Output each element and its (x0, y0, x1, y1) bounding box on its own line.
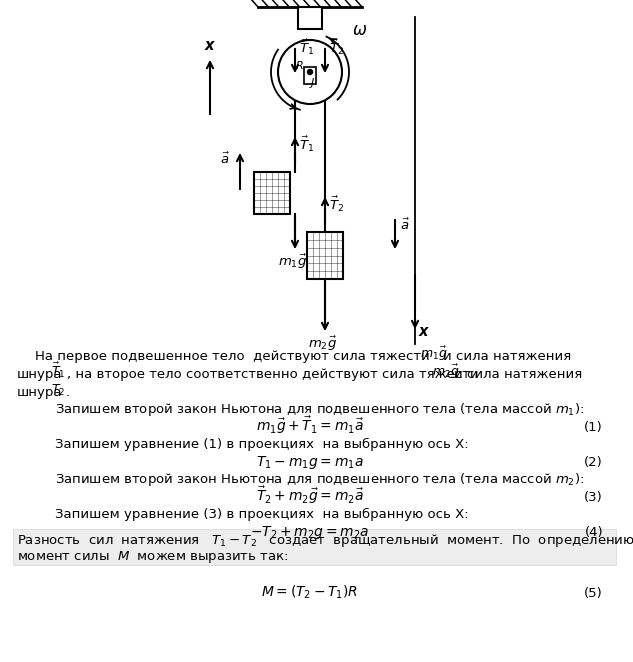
Text: (4): (4) (584, 526, 603, 539)
Text: (1): (1) (584, 421, 603, 434)
Text: .: . (66, 386, 70, 399)
Text: $m_1\vec{g}$: $m_1\vec{g}$ (279, 253, 308, 271)
Text: x: x (419, 324, 429, 339)
Text: x: x (205, 38, 215, 53)
Text: момент силы  $M$  можем выразить так:: момент силы $M$ можем выразить так: (17, 549, 288, 565)
Text: Разность  сил  натяжения   $T_1-T_2$   создает  вращательный  момент.  По  опред: Разность сил натяжения $T_1-T_2$ создает… (17, 532, 633, 549)
FancyBboxPatch shape (13, 529, 616, 565)
Text: $\vec{a}$: $\vec{a}$ (400, 218, 410, 233)
Bar (307, 232, 343, 279)
Text: $\vec{T}_1$: $\vec{T}_1$ (299, 38, 314, 57)
Bar (298, 7, 322, 29)
Text: $m_1\vec{g}$: $m_1\vec{g}$ (420, 345, 448, 363)
Text: $\vec{T}_2+m_2\vec{g}=m_2\vec{a}$: $\vec{T}_2+m_2\vec{g}=m_2\vec{a}$ (256, 485, 364, 506)
Text: Запишем уравнение (3) в проекциях  на выбранную ось X:: Запишем уравнение (3) в проекциях на выб… (55, 508, 468, 521)
Text: $\vec{a}$: $\vec{a}$ (220, 152, 230, 167)
Text: , на второе тело соответственно действуют сила тяжести: , на второе тело соответственно действую… (67, 368, 479, 381)
Text: R: R (296, 61, 304, 71)
Text: (2): (2) (584, 456, 603, 469)
Text: шнура: шнура (17, 386, 63, 399)
Text: На первое подвешенное тело  действуют сила тяжести: На первое подвешенное тело действуют сил… (35, 350, 430, 363)
Text: $T_1-m_1g=m_1a$: $T_1-m_1g=m_1a$ (256, 454, 364, 471)
Text: $\vec{T}_2$: $\vec{T}_2$ (329, 38, 344, 57)
Text: шнура: шнура (17, 368, 63, 381)
Text: $m_2\vec{g}$: $m_2\vec{g}$ (308, 335, 337, 353)
Circle shape (278, 40, 342, 104)
Bar (304, 68, 316, 84)
Text: Запишем уравнение (1) в проекциях  на выбранную ось X:: Запишем уравнение (1) в проекциях на выб… (55, 438, 468, 451)
Bar (254, 172, 290, 214)
Circle shape (308, 70, 313, 75)
Text: $\vec{T}_2$: $\vec{T}_2$ (329, 195, 344, 214)
Text: $\omega$: $\omega$ (352, 21, 367, 39)
Text: Запишем второй закон Ньютона для подвешенного тела (тела массой $m_1$):: Запишем второй закон Ньютона для подвеше… (55, 401, 584, 418)
Text: и сила натяжения: и сила натяжения (454, 368, 582, 381)
Text: и сила натяжения: и сила натяжения (443, 350, 571, 363)
Text: (3): (3) (584, 491, 603, 504)
Text: Запишем второй закон Ньютона для подвешенного тела (тела массой $m_2$):: Запишем второй закон Ньютона для подвеше… (55, 471, 584, 488)
Text: $-T_2+m_2g=m_2a$: $-T_2+m_2g=m_2a$ (250, 524, 370, 541)
Text: $m_2\vec{g}$: $m_2\vec{g}$ (432, 363, 460, 381)
Text: $\vec{T}_1$: $\vec{T}_1$ (299, 134, 314, 154)
Text: $m_1\vec{g}+\vec{T}_1=m_1\vec{a}$: $m_1\vec{g}+\vec{T}_1=m_1\vec{a}$ (256, 414, 364, 436)
Text: J: J (311, 78, 314, 88)
Text: $\vec{T}_1$: $\vec{T}_1$ (51, 361, 65, 380)
Text: $T_2$: $T_2$ (51, 383, 65, 398)
Text: (5): (5) (584, 587, 603, 600)
Text: $M=\left(T_2-T_1\right)R$: $M=\left(T_2-T_1\right)R$ (261, 584, 359, 601)
